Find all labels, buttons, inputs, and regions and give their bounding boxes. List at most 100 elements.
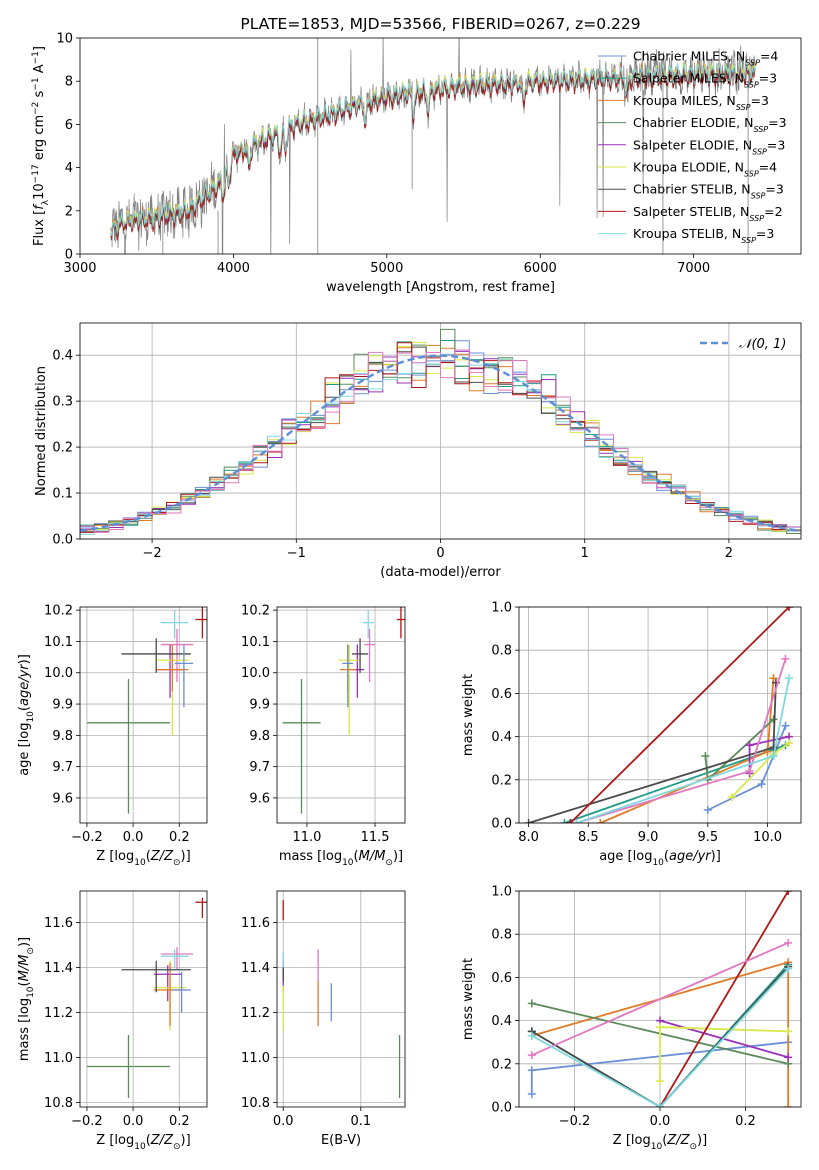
y-tick-label: 9.8 [52,729,73,744]
weight-marker [727,793,736,802]
plot-frame [79,606,208,824]
y-tick-label: 9.6 [52,791,73,806]
y-tick-label: 10.0 [241,666,270,681]
y-tick-label: 0.4 [491,1014,512,1029]
y-tick-label: 11.6 [241,916,270,931]
x-tick-label: 2 [725,546,733,561]
x-tick-label: 0.2 [169,830,190,845]
y-tick-label: 10.2 [44,604,73,619]
y-tick-label: 11.4 [44,961,73,976]
plot-frame [276,606,406,824]
grid [80,891,207,1107]
error-bar-point [160,949,189,968]
plot-frame [518,606,802,824]
y-tick-label: 11.4 [241,961,270,976]
legend: Chabrier MILES, NSSP=4 Salpeter MILES, NS… [598,49,787,245]
weight-marker [527,1031,536,1040]
x-tick-label: 1 [581,546,589,561]
y-tick-label: 4 [65,161,73,176]
error-bar-point [160,610,189,639]
gaussian-curve [80,354,799,533]
x-axis-label: Z [log10(Z/Z⊙)] [613,1133,707,1152]
spectrum-model-line [110,60,756,236]
weight-marker [566,819,575,823]
x-tick-label: −0.2 [559,1114,591,1129]
error-bar-point [172,972,191,1013]
weight-marker [784,938,793,947]
x-axis-label: E(B-V) [321,1133,361,1148]
error-bar-point [86,679,171,814]
error-bar-point [153,965,182,1002]
x-tick-label: 0.1 [350,1114,371,1129]
x-tick-label: 0.0 [273,1114,294,1129]
y-tick-label: 8 [65,75,73,90]
weight-marker [527,1066,536,1075]
x-axis-label: Z [log10(Z/Z⊙)] [96,1133,190,1152]
legend-item: Salpeter MILES, NSSP=3 [598,71,777,89]
panel-residuals: −2 −1 0 1 2 0.0 0.1 0.2 0.3 0.4 (data-model)/error… [34,322,802,580]
weight-marker [527,999,536,1008]
legend-item: Kroupa ELODIE, NSSP=4 [598,160,777,179]
weight-marker [781,654,790,663]
weight-marker [757,780,766,789]
histogram-step [80,349,801,533]
weight-marker [703,806,712,815]
y-tick-label: 0 [65,248,73,263]
x-axis-label: mass [log10(M/M⊙)] [279,849,403,868]
weight-line [528,682,777,823]
x-tick-label: 7000 [677,261,710,276]
plot-area [86,607,207,814]
weight-line [531,965,789,1107]
plot-area [524,607,794,823]
y-tick-label: 0.4 [52,349,73,364]
x-tick-label: 10.0 [753,830,782,845]
error-bar-point [338,644,361,736]
y-axis-label: mass [log10(M/M⊙)] [17,937,36,1061]
weight-marker [784,964,793,973]
error-bar-point [160,947,194,970]
y-tick-label: 0.2 [52,441,73,456]
y-axis-label: Normed distribution [34,366,49,496]
x-tick-label: 11.0 [292,830,321,845]
plot-frame [79,890,208,1108]
chart-title: PLATE=1853, MJD=53566, FIBERID=0267, z=0… [240,15,640,33]
weight-marker [769,743,778,752]
x-axis-label: age [log10(age/yr)] [599,849,721,868]
weight-marker [745,767,754,776]
x-tick-label: 9.0 [638,830,659,845]
weight-marker [745,741,754,750]
y-tick-label: 10.0 [44,666,73,681]
grid [80,607,207,823]
y-tick-label: 1.0 [491,885,512,900]
error-bar-point [121,638,191,673]
y-tick-label: 9.7 [52,760,73,775]
weight-marker [769,752,778,761]
legend-label: Kroupa ELODIE, NSSP=4 [633,160,777,179]
error-bar-point [396,607,405,639]
y-tick-label: 10.8 [44,1096,73,1111]
x-tick-label: 3000 [63,261,96,276]
grid [519,606,801,824]
error-bar-point [350,644,365,698]
weight-marker [701,752,710,761]
y-tick-label: 9.9 [52,698,73,713]
weight-marker [785,674,794,683]
y-tick-label: 0.0 [52,533,73,548]
error-bar-point [160,628,194,683]
y-tick-label: 11.2 [44,1006,73,1021]
legend-label: Chabrier MILES, NSSP=4 [633,49,778,68]
x-tick-label: −0.2 [71,1114,103,1129]
y-tick-label: 0.4 [491,730,512,745]
x-tick-label: 5000 [370,261,403,276]
error-bar-point [86,1035,171,1098]
plot-frame [79,37,802,255]
error-bar-point [195,607,207,639]
weight-marker [784,891,793,895]
y-tick-label: 9.6 [249,791,270,806]
x-axis-label: (data-model)/error [380,565,501,580]
error-bar-point [282,679,321,814]
plot-area [282,607,405,814]
panel-spectrum: 3000 4000 5000 6000 7000 0 2 4 6 8 10 wavelength [A… [31,32,802,295]
x-tick-label: 8.5 [578,830,599,845]
weight-marker [656,1077,664,1086]
